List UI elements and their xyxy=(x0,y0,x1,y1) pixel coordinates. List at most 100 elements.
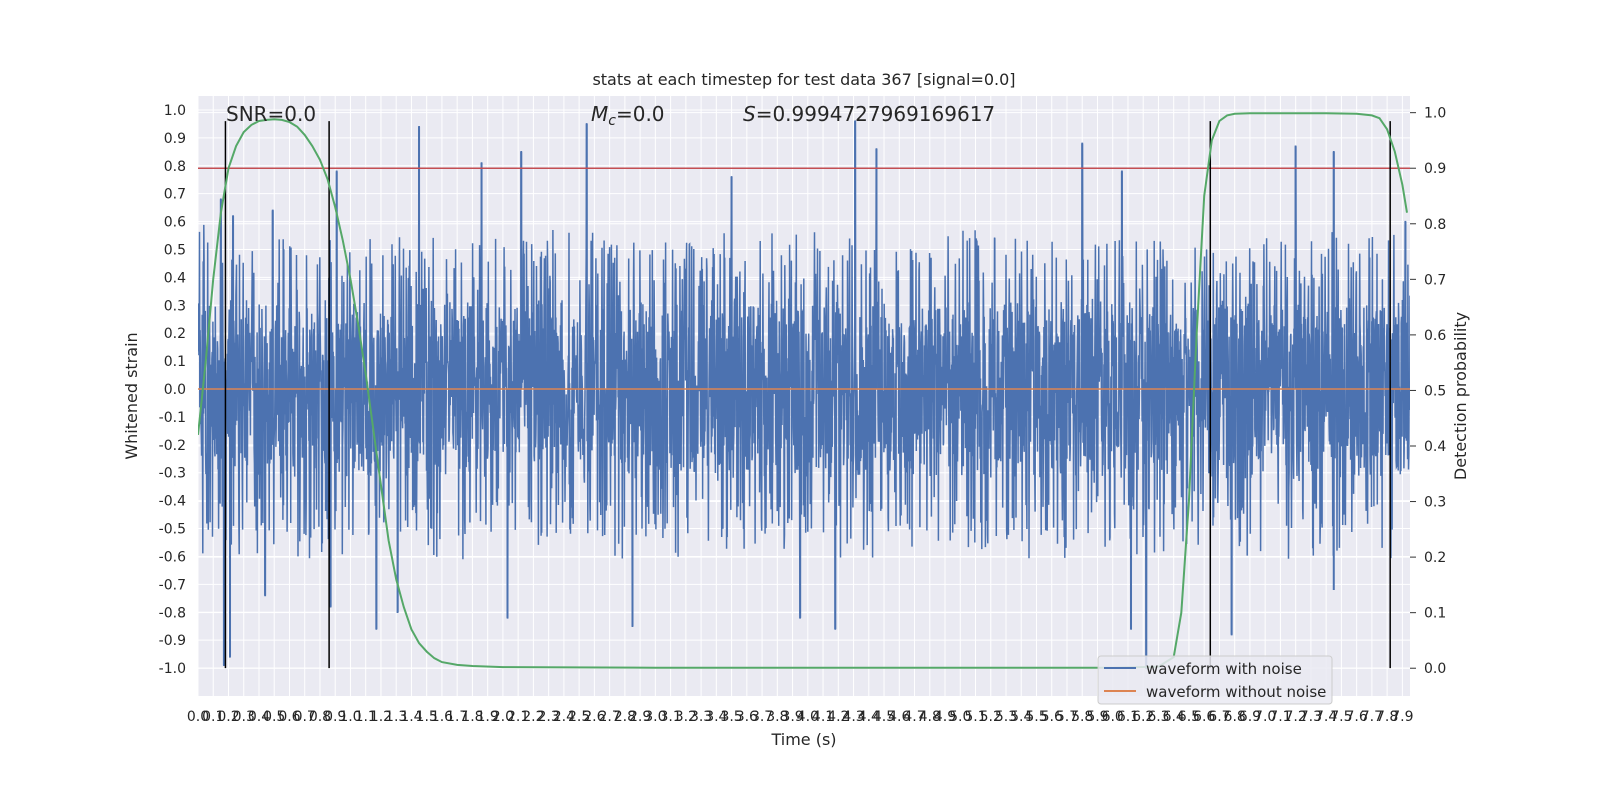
waveform-with-noise-line xyxy=(198,120,1410,669)
left-y-tick-label: -0.1 xyxy=(159,410,186,426)
x-tick-label: 3.0 xyxy=(644,709,666,725)
x-tick-label: 4.8 xyxy=(919,709,941,725)
x-tick-label: 7.0 xyxy=(1254,709,1276,725)
left-y-tick-label: 0.8 xyxy=(164,159,186,175)
x-tick-label: 2.6 xyxy=(583,709,605,725)
x-tick-label: 5.8 xyxy=(1071,709,1093,725)
x-tick-label: 0.2 xyxy=(217,709,239,725)
x-tick-label: 3.7 xyxy=(751,709,773,725)
left-y-tick-label: 1.0 xyxy=(164,103,186,119)
x-tick-label: 0.7 xyxy=(294,709,316,725)
x-tick-label: 6.3 xyxy=(1147,709,1169,725)
x-tick-label: 5.0 xyxy=(949,709,971,725)
x-tick-label: 1.6 xyxy=(431,709,453,725)
right-y-tick-label: 0.9 xyxy=(1424,161,1446,177)
x-tick-label: 4.5 xyxy=(873,709,895,725)
x-tick-label: 4.2 xyxy=(827,709,849,725)
x-tick-label: 0.9 xyxy=(324,709,346,725)
right-y-tick-label: 0.5 xyxy=(1424,383,1446,399)
x-tick-label: 2.5 xyxy=(568,709,590,725)
legend: waveform with noise waveform without noi… xyxy=(1097,655,1333,705)
x-tick-label: 6.4 xyxy=(1163,709,1185,725)
x-tick-label: 3.8 xyxy=(766,709,788,725)
x-tick-label: 5.3 xyxy=(995,709,1017,725)
x-tick-label: 4.0 xyxy=(797,709,819,725)
legend-box xyxy=(1097,655,1333,705)
x-tick-label: 7.5 xyxy=(1330,709,1352,725)
x-tick-labels: 0.00.10.20.30.40.50.60.70.80.91.01.11.21… xyxy=(187,709,1414,725)
detection-probability-line xyxy=(198,112,1408,669)
x-tick-label: 2.7 xyxy=(598,709,620,725)
x-tick-label: 2.2 xyxy=(522,709,544,725)
x-axis-label: Time (s) xyxy=(770,730,836,749)
x-tick-label: 5.1 xyxy=(964,709,986,725)
x-tick-label: 3.9 xyxy=(781,709,803,725)
x-tick-label: 1.2 xyxy=(370,709,392,725)
x-tick-label: 1.4 xyxy=(400,709,422,725)
score-annotation: S=0.9994727969169617 xyxy=(743,102,995,126)
legend-label-noise: waveform with noise xyxy=(1146,660,1302,678)
x-tick-label: 7.3 xyxy=(1300,709,1322,725)
x-tick-label: 1.7 xyxy=(446,709,468,725)
x-tick-label: 4.6 xyxy=(888,709,910,725)
left-y-tick-label: 0.1 xyxy=(164,354,186,370)
chart-title: stats at each timestep for test data 367… xyxy=(592,70,1015,89)
legend-label-clean: waveform without noise xyxy=(1146,683,1326,701)
x-tick-label: 0.4 xyxy=(248,709,270,725)
x-tick-label: 5.5 xyxy=(1025,709,1047,725)
right-y-tick-label: 0.0 xyxy=(1424,661,1446,677)
x-tick-label: 3.5 xyxy=(720,709,742,725)
left-y-tick-label: -0.3 xyxy=(159,466,186,482)
x-tick-label: 6.5 xyxy=(1178,709,1200,725)
x-tick-label: 7.1 xyxy=(1269,709,1291,725)
x-tick-label: 6.8 xyxy=(1224,709,1246,725)
x-tick-label: 0.8 xyxy=(309,709,331,725)
left-y-tick-label: 0.6 xyxy=(164,215,186,231)
x-tick-label: 0.3 xyxy=(233,709,255,725)
chirp-mass-annotation: Mc=0.0 xyxy=(591,102,665,129)
x-tick-label: 1.3 xyxy=(385,709,407,725)
snr-annotation: SNR=0.0 xyxy=(226,102,316,126)
x-tick-label: 2.3 xyxy=(538,709,560,725)
x-tick-label: 4.4 xyxy=(858,709,880,725)
left-y-tick-label: -0.6 xyxy=(159,549,186,565)
right-y-tick-label: 0.8 xyxy=(1424,217,1446,233)
series-layer xyxy=(198,112,1410,669)
x-tick-label: 1.0 xyxy=(339,709,361,725)
left-y-tick-label: 0.7 xyxy=(164,187,186,203)
x-tick-label: 6.7 xyxy=(1208,709,1230,725)
x-tick-label: 2.0 xyxy=(492,709,514,725)
right-y-tick-label: 0.4 xyxy=(1424,439,1446,455)
x-tick-label: 6.9 xyxy=(1239,709,1261,725)
x-tick-label: 5.2 xyxy=(980,709,1002,725)
left-y-tick-label: -0.4 xyxy=(159,494,186,510)
x-tick-label: 0.6 xyxy=(278,709,300,725)
left-y-tick-label: -0.2 xyxy=(159,438,186,454)
x-tick-label: 5.7 xyxy=(1056,709,1078,725)
x-tick-label: 6.6 xyxy=(1193,709,1215,725)
x-tick-label: 5.4 xyxy=(1010,709,1032,725)
x-tick-label: 7.8 xyxy=(1376,709,1398,725)
x-tick-label: 3.6 xyxy=(736,709,758,725)
x-tick-label: 5.6 xyxy=(1041,709,1063,725)
left-y-tick-label: -1.0 xyxy=(159,661,186,677)
x-tick-label: 2.1 xyxy=(507,709,529,725)
x-tick-label: 1.5 xyxy=(416,709,438,725)
left-y-tick-label: 0.3 xyxy=(164,298,186,314)
right-y-axis-label: Detection probability xyxy=(1451,312,1470,480)
left-y-tick-label: 0.4 xyxy=(164,270,186,286)
right-y-tick-label: 0.2 xyxy=(1424,550,1446,566)
left-y-tick-label: -0.7 xyxy=(159,577,186,593)
x-tick-label: 1.1 xyxy=(355,709,377,725)
x-tick-label: 4.9 xyxy=(934,709,956,725)
x-tick-label: 4.3 xyxy=(842,709,864,725)
right-y-tick-label: 0.6 xyxy=(1424,328,1446,344)
left-y-tick-labels: 1.0 0.9 0.8 0.7 0.6 0.5 0.4 0.3 0.2 0.1 0.0 -0.1 -0.… xyxy=(159,103,186,677)
x-tick-label: 6.0 xyxy=(1102,709,1124,725)
x-tick-label: 2.8 xyxy=(614,709,636,725)
x-tick-label: 3.3 xyxy=(690,709,712,725)
x-tick-label: 5.9 xyxy=(1086,709,1108,725)
right-y-tick-label: 0.3 xyxy=(1424,495,1446,511)
right-y-tick-label: 1.0 xyxy=(1424,106,1446,122)
